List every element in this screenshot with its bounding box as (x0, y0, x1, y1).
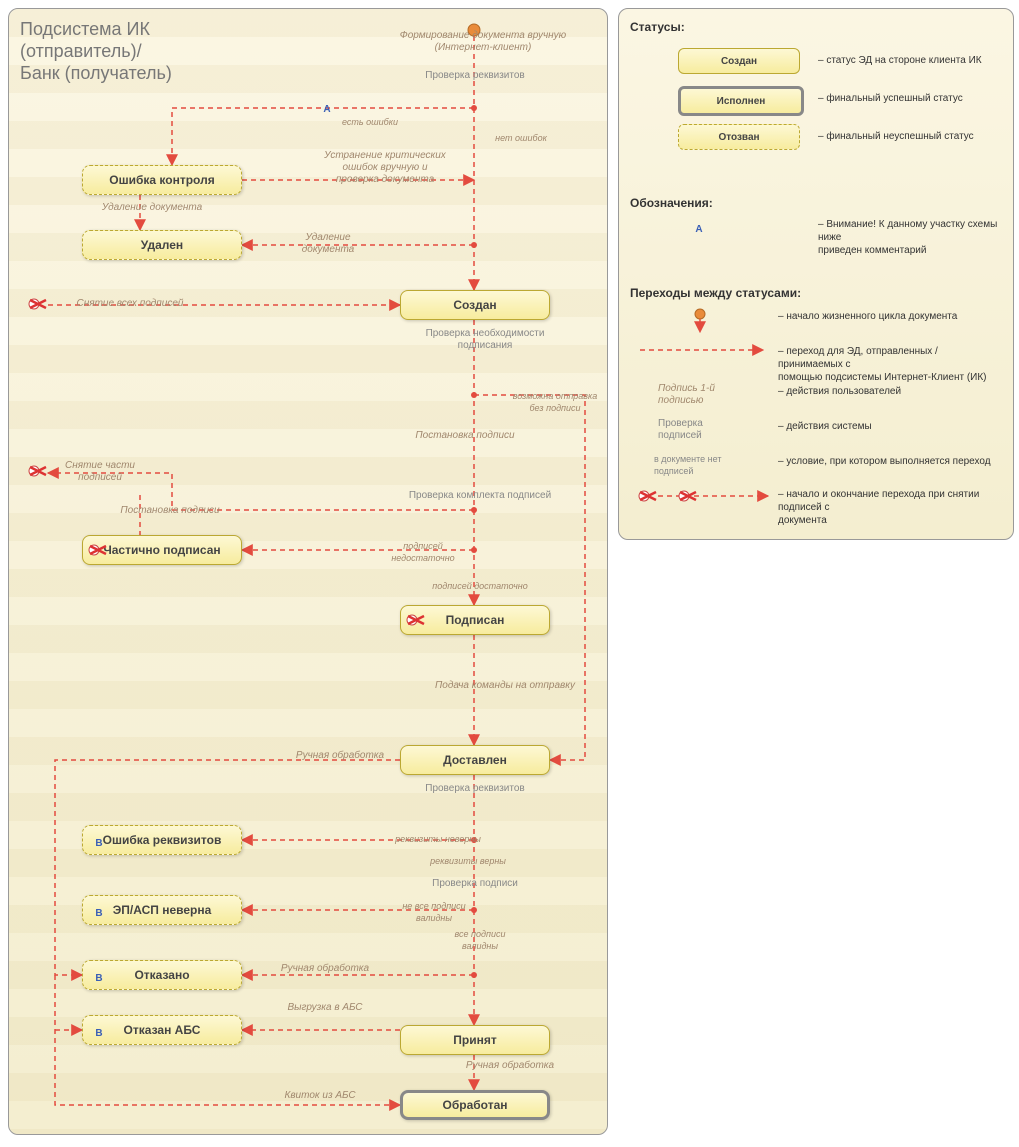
legend-desc: – действия пользователей (778, 385, 1003, 398)
main-title: Подсистема ИК(отправитель)/Банк (получат… (20, 18, 172, 84)
status-node-err_ctrl: Ошибка контроля (82, 165, 242, 195)
legend-status-node: Создан (678, 48, 800, 74)
legend-header: Обозначения: (630, 196, 713, 210)
legend-desc: – финальный неуспешный статус (818, 130, 1003, 143)
legend-desc: – начало жизненного цикла документа (778, 310, 1003, 323)
dashed-arrow-icon (638, 343, 768, 357)
status-node-processed: Обработан (400, 1090, 550, 1120)
warning-badge-icon: B (90, 967, 108, 983)
warning-badge-icon: B (90, 1022, 108, 1038)
legend-status-node: Исполнен (678, 86, 804, 116)
legend-desc: – финальный успешный статус (818, 92, 1003, 105)
legend-status-node: Отозван (678, 124, 800, 150)
legend-desc: – начало и окончание перехода при снятии… (778, 488, 1003, 527)
legend-desc: – условие, при котором выполняется перех… (778, 455, 1003, 468)
status-node-created: Создан (400, 290, 550, 320)
legend-desc: – действия системы (778, 420, 1003, 433)
status-node-delivered: Доставлен (400, 745, 550, 775)
remove-signature-icon (88, 542, 108, 558)
remove-signature-icon (406, 612, 426, 628)
warning-badge-icon: B (90, 832, 108, 848)
remove-signature-icon (28, 296, 48, 312)
legend-header: Статусы: (630, 20, 685, 34)
xmark-arrow-icon (638, 486, 778, 506)
warning-badge-icon: B (90, 902, 108, 918)
status-node-accepted: Принят (400, 1025, 550, 1055)
remove-signature-icon (678, 488, 698, 504)
start-icon (690, 308, 710, 336)
legend-desc: – переход для ЭД, отправленных / принима… (778, 345, 1003, 384)
remove-signature-icon (28, 463, 48, 479)
remove-signature-icon (638, 488, 658, 504)
legend-header: Переходы между статусами: (630, 286, 801, 300)
legend-desc: – Внимание! К данному участку схемы ниже… (818, 218, 1003, 257)
status-node-deleted: Удален (82, 230, 242, 260)
warning-badge-icon: A (690, 218, 708, 234)
warning-badge-icon: A (318, 98, 336, 114)
legend-desc: – статус ЭД на стороне клиента ИК (818, 54, 1003, 67)
